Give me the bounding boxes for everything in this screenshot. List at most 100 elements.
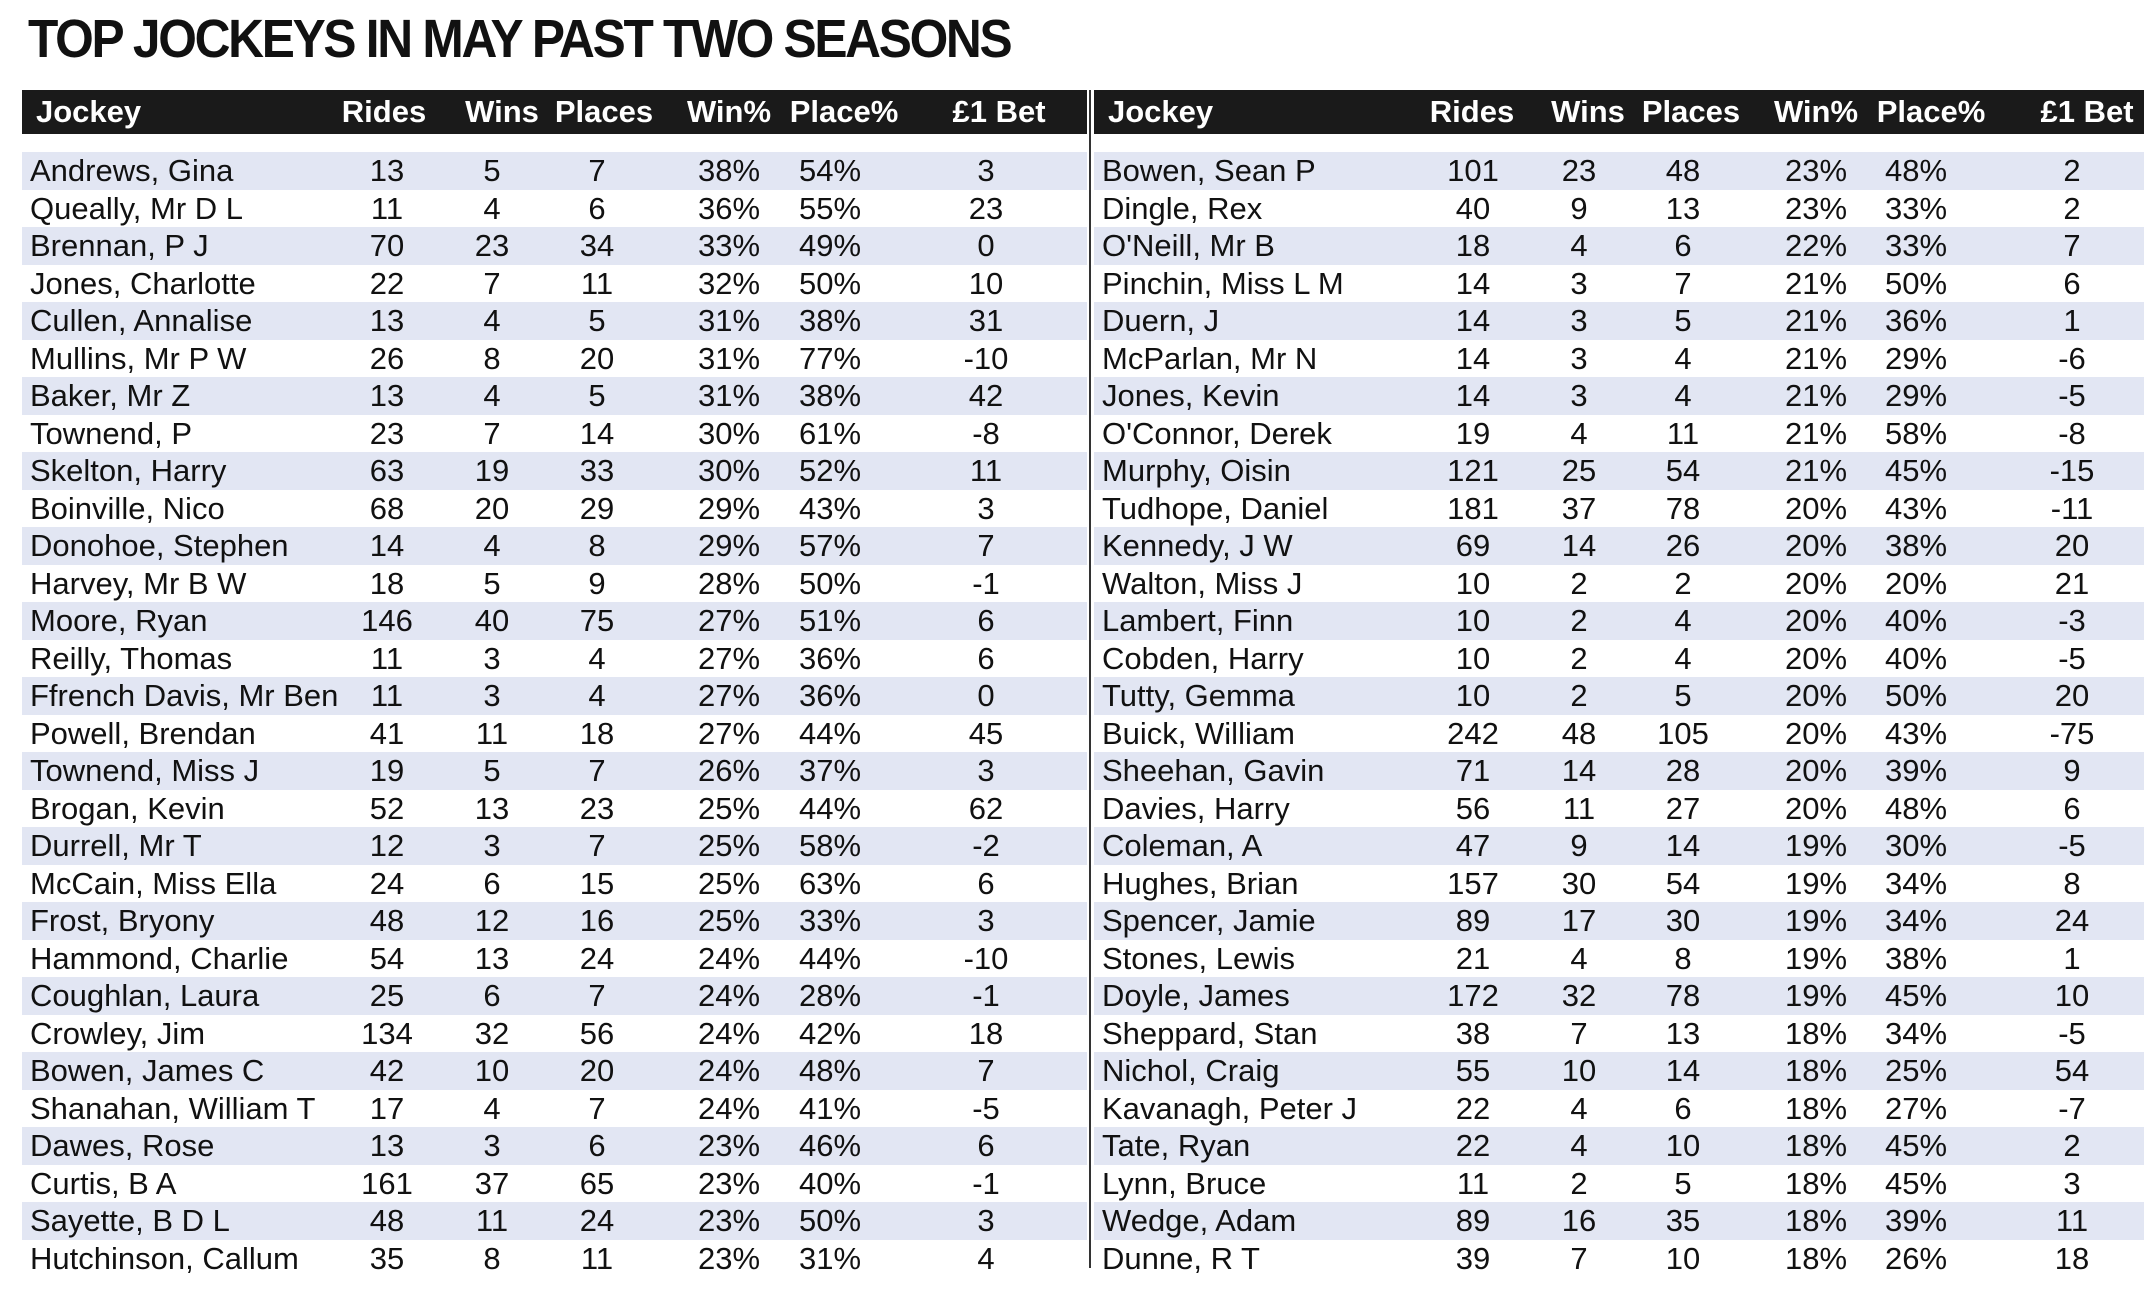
cell-win-pct: 20% xyxy=(1784,490,1848,526)
cell-wins: 3 xyxy=(1570,265,1588,301)
cell-wins: 14 xyxy=(1561,753,1597,788)
cell-wins: 20 xyxy=(474,490,510,526)
cell-places: 48 xyxy=(1665,153,1701,188)
right-header-bet: £1 Bet xyxy=(2040,94,2134,129)
cell-place-pct: 41% xyxy=(798,1090,862,1126)
cell-wins: 13 xyxy=(474,940,510,976)
cell-win-pct: 27% xyxy=(697,640,761,676)
cell-wins: 2 xyxy=(1570,640,1588,676)
cell-win-pct: 18% xyxy=(1784,1240,1848,1276)
cell-jockey: Townend, P xyxy=(30,415,192,451)
cell-win-pct: 20% xyxy=(1784,790,1848,826)
cell-win-pct: 21% xyxy=(1784,415,1848,451)
cell-wins: 48 xyxy=(1561,715,1597,751)
cell-jockey: Sayette, B D L xyxy=(30,1203,230,1238)
cell-place-pct: 77% xyxy=(798,340,862,376)
cell-place-pct: 50% xyxy=(1884,678,1948,713)
cell-win-pct: 30% xyxy=(697,415,761,451)
cell-place-pct: 48% xyxy=(798,1053,862,1088)
cell-wins: 14 xyxy=(1561,528,1597,563)
cell-rides: 35 xyxy=(369,1240,405,1276)
cell-jockey: Andrews, Gina xyxy=(30,153,234,188)
cell-wins: 3 xyxy=(1570,378,1588,413)
cell-rides: 14 xyxy=(1455,378,1491,413)
table-row: Tudhope, Daniel 181 37 78 20% 43% -11 xyxy=(1094,489,2144,527)
cell-win-pct: 23% xyxy=(697,1240,761,1276)
cell-places: 5 xyxy=(588,378,606,413)
cell-bet: 7 xyxy=(2063,228,2081,263)
table-row: O'Connor, Derek 19 4 11 21% 58% -8 xyxy=(1094,414,2144,452)
cell-place-pct: 57% xyxy=(798,528,862,563)
cell-places: 14 xyxy=(1665,1053,1701,1088)
table-row: Sayette, B D L 48 11 24 23% 50% 3 xyxy=(22,1202,1087,1240)
cell-places: 78 xyxy=(1665,490,1701,526)
cell-bet: 7 xyxy=(977,528,995,563)
cell-jockey: Dawes, Rose xyxy=(30,1128,215,1163)
cell-places: 4 xyxy=(588,678,606,713)
cell-win-pct: 18% xyxy=(1784,1015,1848,1051)
cell-jockey: Jones, Kevin xyxy=(1102,378,1280,413)
cell-places: 2 xyxy=(1674,565,1692,601)
cell-bet: -5 xyxy=(2058,640,2086,676)
cell-places: 16 xyxy=(579,903,615,938)
cell-wins: 9 xyxy=(1570,828,1588,863)
cell-jockey: O'Neill, Mr B xyxy=(1102,228,1275,263)
table-row: Townend, Miss J 19 5 7 26% 37% 3 xyxy=(22,752,1087,790)
table-row: Tutty, Gemma 10 2 5 20% 50% 20 xyxy=(1094,677,2144,715)
cell-place-pct: 20% xyxy=(1884,565,1948,601)
cell-rides: 11 xyxy=(370,678,404,713)
cell-jockey: Tudhope, Daniel xyxy=(1102,490,1329,526)
cell-jockey: Brogan, Kevin xyxy=(30,790,225,826)
table-row: Andrews, Gina 13 5 7 38% 54% 3 xyxy=(22,152,1087,190)
cell-jockey: Walton, Miss J xyxy=(1102,565,1303,601)
cell-bet: 31 xyxy=(968,303,1004,338)
cell-jockey: Sheehan, Gavin xyxy=(1102,753,1325,788)
cell-place-pct: 45% xyxy=(1884,1128,1948,1163)
cell-rides: 12 xyxy=(369,828,405,863)
cell-jockey: Davies, Harry xyxy=(1102,790,1290,826)
table-row: Bowen, Sean P 101 23 48 23% 48% 2 xyxy=(1094,152,2144,190)
table-row: Jones, Charlotte 22 7 11 32% 50% 10 xyxy=(22,264,1087,302)
cell-rides: 48 xyxy=(369,903,405,938)
cell-wins: 5 xyxy=(483,753,501,788)
cell-rides: 181 xyxy=(1447,490,1499,526)
cell-win-pct: 20% xyxy=(1784,640,1848,676)
table-row: Nichol, Craig 55 10 14 18% 25% 54 xyxy=(1094,1052,2144,1090)
cell-win-pct: 27% xyxy=(697,678,761,713)
cell-wins: 16 xyxy=(1561,1203,1597,1238)
cell-wins: 11 xyxy=(475,1203,509,1238)
cell-wins: 5 xyxy=(483,153,501,188)
cell-places: 18 xyxy=(579,715,615,751)
cell-jockey: Buick, William xyxy=(1102,715,1295,751)
cell-places: 8 xyxy=(588,528,606,563)
cell-rides: 39 xyxy=(1455,1240,1491,1276)
cell-jockey: O'Connor, Derek xyxy=(1102,415,1332,451)
cell-rides: 13 xyxy=(369,153,405,188)
cell-rides: 18 xyxy=(369,565,405,601)
cell-rides: 14 xyxy=(1455,303,1491,338)
cell-bet: 3 xyxy=(977,1203,995,1238)
cell-rides: 56 xyxy=(1455,790,1491,826)
cell-place-pct: 39% xyxy=(1884,753,1948,788)
cell-wins: 4 xyxy=(483,303,501,338)
cell-bet: 6 xyxy=(2063,265,2081,301)
cell-bet: 18 xyxy=(2054,1240,2090,1276)
cell-place-pct: 58% xyxy=(798,828,862,863)
cell-wins: 2 xyxy=(1570,603,1588,638)
right-table-body: Bowen, Sean P 101 23 48 23% 48% 2 Dingle, Rex 40… xyxy=(1094,152,2144,1277)
cell-wins: 5 xyxy=(483,565,501,601)
cell-place-pct: 50% xyxy=(798,565,862,601)
cell-jockey: Brennan, P J xyxy=(30,228,209,263)
cell-places: 7 xyxy=(588,1090,606,1126)
cell-win-pct: 27% xyxy=(697,603,761,638)
cell-win-pct: 19% xyxy=(1784,865,1848,901)
table-row: Kavanagh, Peter J 22 4 6 18% 27% -7 xyxy=(1094,1089,2144,1127)
page-title: TOP JOCKEYS IN MAY PAST TWO SEASONS xyxy=(28,9,1013,69)
cell-bet: 3 xyxy=(2063,1165,2081,1201)
cell-jockey: Hammond, Charlie xyxy=(30,940,289,976)
cell-win-pct: 18% xyxy=(1784,1203,1848,1238)
table-row: Townend, P 23 7 14 30% 61% -8 xyxy=(22,414,1087,452)
cell-jockey: Nichol, Craig xyxy=(1102,1053,1280,1088)
cell-win-pct: 23% xyxy=(697,1203,761,1238)
cell-place-pct: 49% xyxy=(798,228,862,263)
